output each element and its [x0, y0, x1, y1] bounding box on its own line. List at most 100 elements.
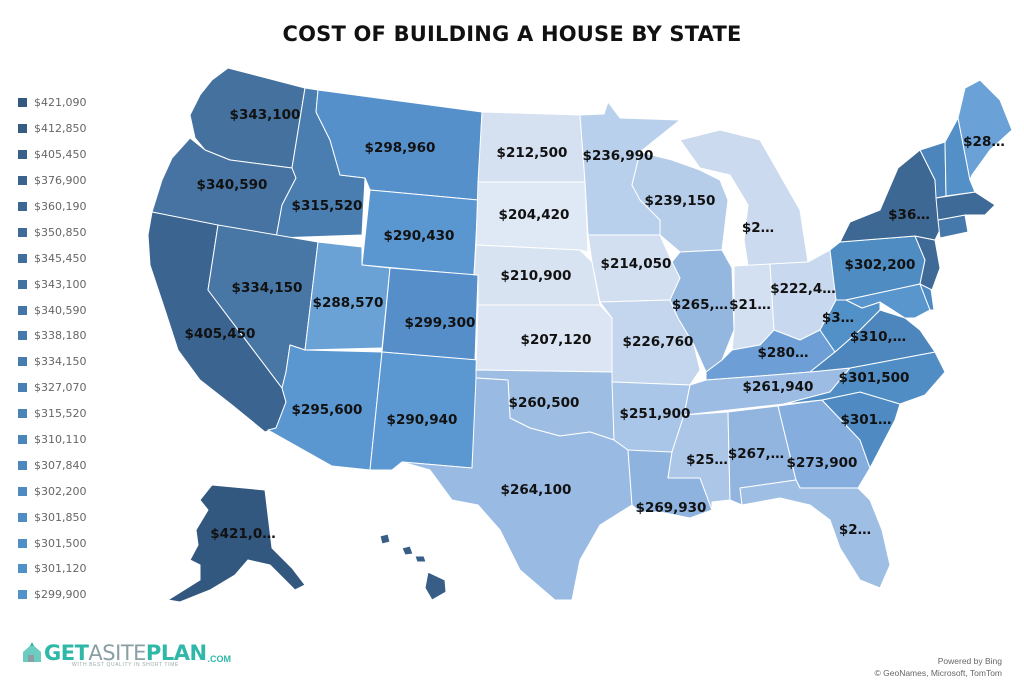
getasiteplan-logo[interactable]: GETASITEPLAN .COM WITH BEST QUALITY IN S…	[20, 640, 232, 668]
legend-swatch	[18, 486, 27, 496]
legend-swatch	[18, 564, 27, 574]
label-MN: $236,990	[583, 148, 654, 164]
legend-label: $376,900	[34, 174, 87, 188]
legend-item: $345,450	[18, 245, 87, 271]
legend-item: $301,500	[18, 530, 87, 556]
label-NM: $290,940	[387, 412, 458, 428]
label-ID: $315,520	[292, 198, 363, 214]
legend-item: $334,150	[18, 349, 87, 375]
label-KY: $280…	[757, 345, 808, 361]
state-ME[interactable]	[957, 79, 1013, 181]
logo-tagline: WITH BEST QUALITY IN SHORT TIME	[72, 662, 179, 668]
legend-label: $327,070	[34, 381, 87, 395]
state-AK[interactable]	[167, 484, 306, 603]
legend: $421,090 $412,850 $405,450 $376,900 $360…	[18, 90, 87, 608]
house-logo-icon	[23, 642, 41, 662]
legend-item: $302,200	[18, 478, 87, 504]
legend-item: $327,070	[18, 375, 87, 401]
state-HI-islands[interactable]	[379, 533, 427, 563]
state-VT[interactable]	[919, 141, 947, 199]
label-AK: $421,0…	[210, 526, 276, 542]
state-TX[interactable]	[401, 377, 633, 601]
label-FL: $2…	[839, 522, 871, 538]
legend-item: $310,110	[18, 427, 87, 453]
legend-item: $340,590	[18, 297, 87, 323]
legend-label: $360,190	[34, 200, 87, 213]
legend-label: $307,840	[34, 458, 87, 472]
legend-label: $350,850	[34, 225, 87, 239]
label-WA: $343,100	[230, 107, 301, 123]
powered-by-bing: Powered by Bing	[937, 656, 1002, 666]
legend-label: $338,180	[34, 329, 87, 343]
label-WI: $239,150	[645, 193, 716, 209]
label-WV: $3…	[822, 310, 854, 326]
legend-label: $334,150	[34, 355, 87, 369]
legend-swatch	[18, 227, 27, 237]
state-CO[interactable]	[381, 267, 479, 361]
label-IL: $265,…	[672, 297, 728, 313]
label-TX: $264,100	[501, 482, 572, 498]
legend-label: $345,450	[34, 251, 87, 265]
map-title: COST OF BUILDING A HOUSE BY STATE	[282, 22, 742, 46]
legend-swatch	[18, 150, 27, 160]
legend-label: $421,090	[34, 96, 87, 110]
state-NH[interactable]	[944, 117, 976, 197]
label-AZ: $295,600	[292, 402, 363, 418]
label-LA: $269,930	[636, 500, 707, 516]
state-NY[interactable]	[839, 149, 941, 243]
label-AR: $251,900	[620, 406, 691, 422]
legend-item: $350,850	[18, 219, 87, 245]
legend-swatch	[18, 253, 27, 263]
legend-swatch	[18, 176, 27, 186]
label-GA: $273,900	[787, 455, 858, 471]
legend-swatch	[18, 538, 27, 548]
label-SD: $204,420	[499, 207, 570, 223]
legend-swatch	[18, 512, 27, 522]
label-MS: $25…	[686, 452, 728, 468]
state-FL[interactable]	[739, 479, 891, 589]
legend-label: $315,520	[34, 407, 87, 421]
legend-swatch	[18, 409, 27, 419]
legend-swatch	[18, 590, 27, 600]
state-SD[interactable]	[475, 181, 589, 253]
legend-swatch	[18, 357, 27, 367]
label-ND: $212,500	[497, 145, 568, 161]
legend-swatch	[18, 383, 27, 393]
state-HI[interactable]	[424, 571, 447, 601]
label-NV: $334,150	[232, 280, 303, 296]
legend-label: $301,850	[34, 510, 87, 524]
label-OH: $222,4…	[770, 281, 836, 297]
label-SC: $301…	[840, 412, 891, 428]
state-IL[interactable]	[669, 249, 735, 373]
label-IA: $214,050	[601, 256, 672, 272]
legend-item: $301,850	[18, 504, 87, 530]
label-OK: $260,500	[509, 395, 580, 411]
label-IN: $21…	[729, 297, 771, 313]
logo-com: .COM	[207, 654, 232, 664]
legend-label: $405,450	[34, 148, 87, 162]
label-NC: $301,500	[839, 370, 910, 386]
legend-label: $343,100	[34, 277, 87, 291]
legend-label: $412,850	[34, 122, 87, 136]
label-VA: $310,…	[850, 329, 906, 345]
label-KS: $207,120	[521, 332, 592, 348]
label-PA: $302,200	[845, 257, 916, 273]
legend-swatch	[18, 331, 27, 341]
legend-item: $307,840	[18, 452, 87, 478]
legend-item: $338,180	[18, 323, 87, 349]
label-NE: $210,900	[501, 268, 572, 284]
legend-swatch	[18, 305, 27, 315]
label-AL: $267,…	[728, 446, 784, 462]
legend-label: $302,200	[34, 484, 87, 498]
label-WY: $290,430	[384, 228, 455, 244]
legend-swatch	[18, 279, 27, 289]
label-CO: $299,300	[405, 315, 476, 331]
label-TN: $261,940	[743, 379, 814, 395]
legend-label: $299,900	[34, 588, 87, 602]
label-MO: $226,760	[623, 334, 694, 350]
map-attribution: Powered by Bing © GeoNames, Microsoft, T…	[875, 655, 1003, 679]
label-ME: $28…	[963, 134, 1005, 150]
label-MI: $2…	[742, 220, 774, 236]
state-NM[interactable]	[369, 351, 479, 471]
